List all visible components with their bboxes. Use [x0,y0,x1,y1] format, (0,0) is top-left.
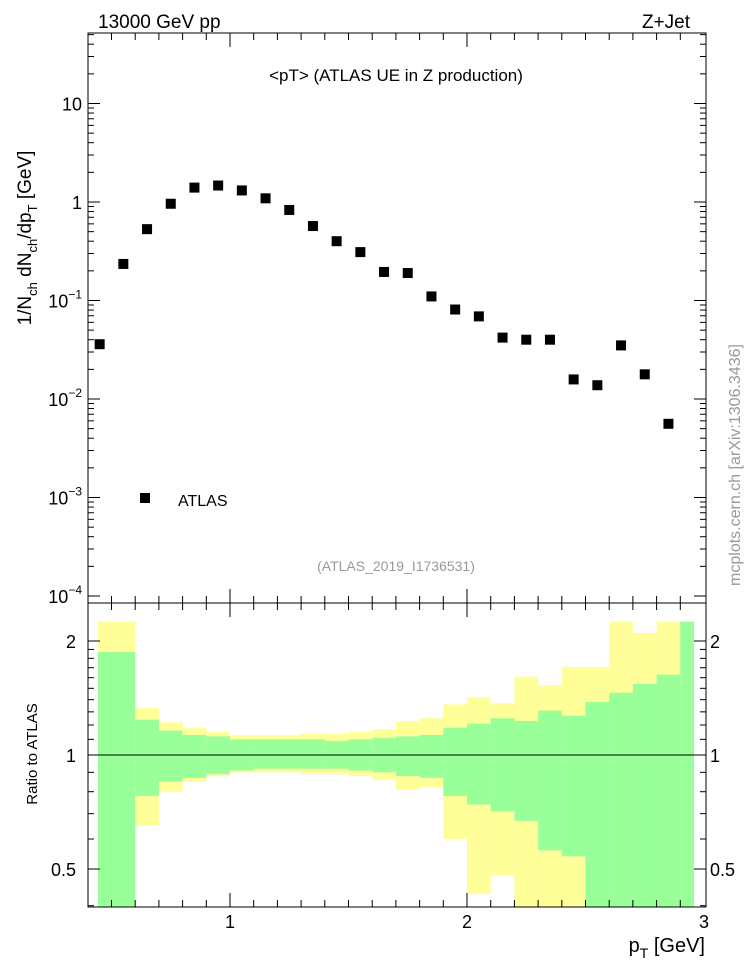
inner-uncertainty-band [514,720,539,821]
inner-uncertainty-band [680,621,694,907]
inner-uncertainty-band [538,710,562,851]
data-point [497,332,508,343]
inner-uncertainty-band [632,683,657,907]
inner-uncertainty-band [98,652,112,907]
x-axis-label: pT [GeV] [629,935,705,961]
data-point [189,182,200,193]
data-point [544,334,555,345]
main-plot-panel: <pT> (ATLAS UE in Z production) (ATLAS_2… [48,32,707,607]
ratio-y-tick-label-right: 2 [710,632,720,652]
data-point [284,204,295,215]
main-y-axis-label: 1/Nch dNch/dpT [GeV] [15,151,40,326]
ratio-y-axis-label: Ratio to ATLAS [24,703,41,804]
data-point [450,304,461,315]
data-point [118,258,129,269]
ratio-y-tick-label-right: 1 [710,746,720,766]
inner-uncertainty-band [585,702,610,907]
data-point [568,374,579,385]
inner-uncertainty-band [135,719,159,796]
watermark: mcplots.cern.ch [arXiv:1306.3436] [727,344,744,586]
inner-uncertainty-band [561,715,586,857]
main-y-tick-label: 10−4 [48,583,82,607]
ratio-frame [87,602,707,908]
header-right: Z+Jet [642,12,691,33]
main-y-tick-label: 1 [72,193,82,213]
data-point [379,266,390,277]
legend-marker [140,493,150,503]
ratio-y-tick-label: 2 [66,632,76,652]
data-point [473,311,484,322]
x-tick-label: 1 [225,912,235,932]
inner-uncertainty-band [301,739,325,769]
x-tick-label: 3 [699,912,709,932]
data-point [213,180,224,191]
data-point [402,268,413,279]
data-point [331,236,342,247]
inner-uncertainty-band [609,692,633,907]
legend: ATLAS [140,493,228,510]
x-tick-label: 2 [462,912,472,932]
header-left: 13000 GeV pp [98,12,221,33]
data-point [592,380,603,391]
inner-uncertainty-band [182,734,207,778]
ratio-y-tick-label: 0.5 [51,860,76,880]
inner-uncertainty-band [443,727,467,796]
main-y-tick-label: 10−2 [48,386,82,410]
data-point [663,418,674,429]
inner-uncertainty-band [395,736,420,777]
inner-uncertainty-band [467,723,491,805]
ratio-y-tick-label-right: 0.5 [710,860,735,880]
main-subtitle: (ATLAS_2019_I1736531) [317,558,475,574]
inner-uncertainty-band [419,734,444,778]
main-y-tick-label: 10 [62,95,82,115]
data-point [639,369,650,380]
ratio-plot-panel: 0.5 0.5 1 1 2 2 1 2 3 [51,602,735,932]
main-y-tick-label: 10−1 [48,288,82,312]
legend-label: ATLAS [178,493,228,510]
data-point [165,198,176,209]
inner-uncertainty-band [490,718,515,812]
inner-uncertainty-band [158,730,183,782]
data-point [94,339,105,350]
inner-uncertainty-band [111,652,136,907]
data-point [521,334,532,345]
main-y-tick-label: 10−3 [48,485,82,509]
inner-uncertainty-band [277,739,302,769]
main-title: <pT> (ATLAS UE in Z production) [269,66,523,85]
data-point [236,185,247,196]
inner-uncertainty-band [656,674,681,907]
data-point [307,221,318,232]
data-point [355,247,366,258]
ratio-y-tick-label: 1 [66,746,76,766]
data-point [426,291,437,302]
main-frame [87,32,707,604]
data-point [260,193,271,204]
data-point [616,340,627,351]
inner-uncertainty-band [253,739,278,769]
data-point [142,224,153,235]
